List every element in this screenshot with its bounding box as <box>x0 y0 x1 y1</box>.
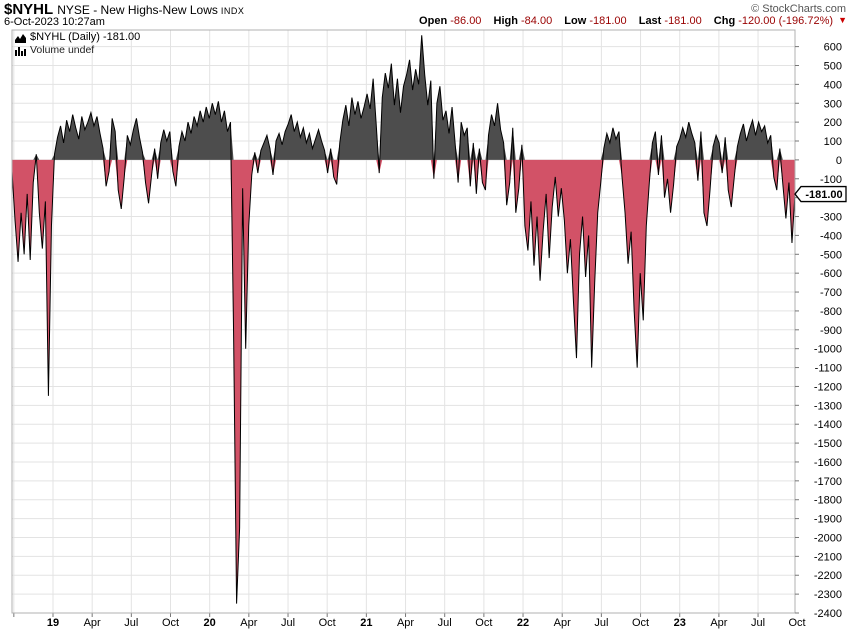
svg-text:500: 500 <box>824 60 842 72</box>
svg-text:-600: -600 <box>820 268 842 280</box>
svg-text:-900: -900 <box>820 325 842 337</box>
svg-text:-1000: -1000 <box>814 344 842 356</box>
index-name: NYSE - New Highs-New Lows <box>57 3 218 17</box>
svg-text:-300: -300 <box>820 212 842 224</box>
svg-text:Apr: Apr <box>240 617 257 629</box>
svg-text:-1600: -1600 <box>814 457 842 469</box>
svg-text:Jul: Jul <box>281 617 295 629</box>
svg-text:-500: -500 <box>820 249 842 261</box>
copyright-label: © StockCharts.com <box>751 3 846 15</box>
legend-series-label: $NYHL (Daily) -181.00 <box>30 31 141 43</box>
volume-bars-icon <box>15 46 26 56</box>
svg-text:Oct: Oct <box>632 617 649 629</box>
chart-legend: $NYHL (Daily) -181.00 Volume undef <box>15 31 140 57</box>
legend-series-row: $NYHL (Daily) -181.00 <box>15 31 140 44</box>
quote-open: Open -86.00 <box>419 15 482 27</box>
svg-text:Oct: Oct <box>162 617 179 629</box>
svg-text:Oct: Oct <box>475 617 492 629</box>
svg-text:-2000: -2000 <box>814 532 842 544</box>
svg-text:21: 21 <box>360 617 372 629</box>
svg-text:0: 0 <box>836 155 842 167</box>
svg-text:-1400: -1400 <box>814 419 842 431</box>
svg-text:-2200: -2200 <box>814 570 842 582</box>
svg-text:-1700: -1700 <box>814 476 842 488</box>
quote-high: High -84.00 <box>493 15 553 27</box>
svg-text:-100: -100 <box>820 174 842 186</box>
svg-text:-1900: -1900 <box>814 514 842 526</box>
svg-text:Jul: Jul <box>124 617 138 629</box>
svg-text:100: 100 <box>824 136 842 148</box>
svg-text:-2100: -2100 <box>814 551 842 563</box>
svg-text:-1800: -1800 <box>814 495 842 507</box>
svg-text:-1500: -1500 <box>814 438 842 450</box>
legend-volume-row: Volume undef <box>15 44 140 57</box>
svg-text:-2300: -2300 <box>814 589 842 601</box>
svg-text:-400: -400 <box>820 230 842 242</box>
svg-text:-1200: -1200 <box>814 381 842 393</box>
datetime-label: 6-Oct-2023 10:27am <box>4 16 105 28</box>
svg-text:-700: -700 <box>820 287 842 299</box>
svg-text:20: 20 <box>204 617 216 629</box>
svg-text:-1100: -1100 <box>815 363 842 375</box>
svg-text:23: 23 <box>674 617 686 629</box>
svg-text:-1300: -1300 <box>814 400 842 412</box>
svg-text:Apr: Apr <box>397 617 414 629</box>
svg-text:Jul: Jul <box>438 617 452 629</box>
svg-text:Oct: Oct <box>788 617 805 629</box>
svg-text:Apr: Apr <box>84 617 101 629</box>
svg-text:600: 600 <box>824 42 842 54</box>
symbol-label: $NYHL <box>4 1 54 18</box>
svg-text:Apr: Apr <box>710 617 727 629</box>
svg-text:-800: -800 <box>820 306 842 318</box>
quote-change: Chg -120.00 (-196.72%) <box>713 15 834 27</box>
svg-text:Apr: Apr <box>554 617 571 629</box>
index-type-tag: INDX <box>220 6 245 16</box>
area-series-icon <box>15 33 26 43</box>
svg-text:-2400: -2400 <box>814 608 842 620</box>
change-down-icon: ▼ <box>838 15 847 25</box>
chart-title: $NYHL NYSE - New Highs-New Lows INDX <box>4 1 244 19</box>
quote-bar: Open -86.00 High -84.00 Low -181.00 Last… <box>410 15 847 27</box>
svg-text:Jul: Jul <box>751 617 765 629</box>
legend-volume-label: Volume undef <box>30 44 95 56</box>
svg-text:300: 300 <box>824 98 842 110</box>
quote-last: Last -181.00 <box>638 15 702 27</box>
svg-text:Oct: Oct <box>319 617 336 629</box>
svg-text:22: 22 <box>517 617 529 629</box>
svg-text:19: 19 <box>47 617 59 629</box>
quote-low: Low -181.00 <box>564 15 627 27</box>
svg-text:400: 400 <box>824 79 842 91</box>
svg-text:Jul: Jul <box>594 617 608 629</box>
svg-text:-181.00: -181.00 <box>805 189 842 201</box>
svg-text:200: 200 <box>824 117 842 129</box>
